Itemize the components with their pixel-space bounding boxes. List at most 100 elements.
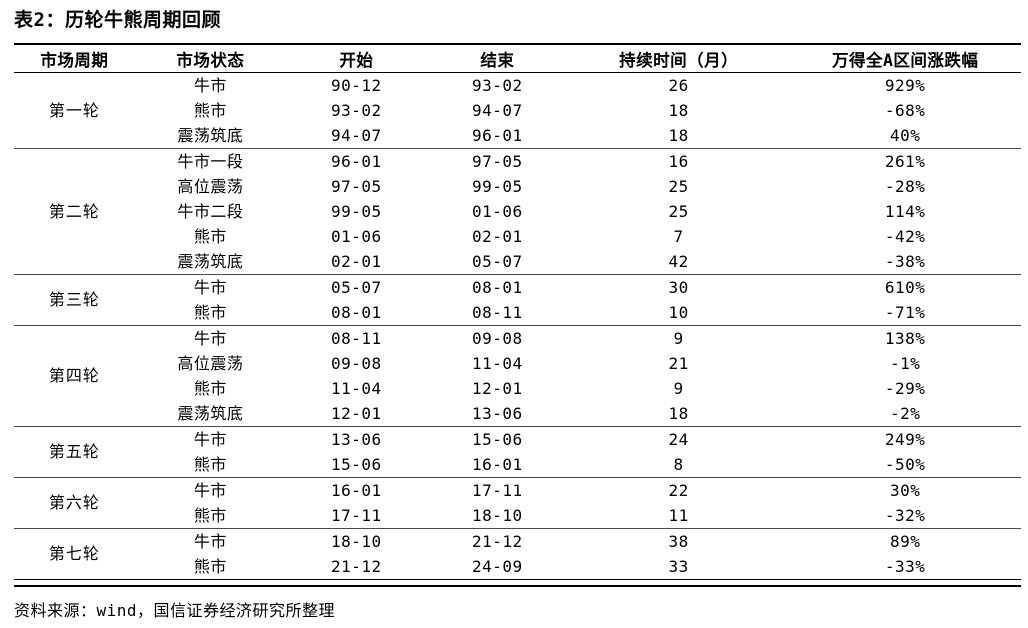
- end-cell: 02-01: [471, 226, 523, 246]
- end-cell: 99-05: [471, 176, 523, 196]
- state-cell: 熊市: [193, 226, 227, 246]
- duration-cell: 9: [673, 378, 684, 398]
- end-cell: 93-02: [471, 75, 523, 95]
- state-cell: 牛市: [193, 429, 227, 449]
- state-cell: 熊市: [193, 100, 227, 120]
- duration-cell: 11: [668, 505, 689, 525]
- cycle-table-wrap: 市场周期 市场状态 开始 结束 持续时间（月） 万得全A区间涨跌幅 第一轮 牛市 9…: [14, 43, 1021, 587]
- duration-cell: 33: [668, 556, 689, 576]
- end-cell: 21-12: [471, 531, 523, 551]
- start-cell: 21-12: [331, 556, 382, 576]
- table-row: 熊市 93-02 94-07 18 -68%: [14, 98, 1021, 123]
- start-cell: 17-11: [331, 505, 382, 525]
- change-cell: -50%: [884, 454, 926, 474]
- end-cell: 18-10: [471, 505, 523, 525]
- duration-cell: 24: [668, 429, 689, 449]
- state-cell: 牛市: [193, 531, 227, 551]
- end-cell: 97-05: [471, 151, 523, 171]
- state-cell: 熊市: [193, 454, 227, 474]
- end-cell: 24-09: [471, 556, 523, 576]
- cycle-group: 第四轮 牛市 08-11 09-08 9 138% 高位震荡 09-08 11-04 21 -1% 熊…: [14, 325, 1021, 427]
- change-cell: 30%: [889, 480, 921, 500]
- state-cell: 牛市: [193, 328, 227, 348]
- cycle-group: 第二轮 牛市一段 96-01 97-05 16 261% 高位震荡 97-05 99-05 25 -…: [14, 148, 1021, 275]
- start-cell: 93-02: [331, 100, 382, 120]
- start-cell: 12-01: [331, 403, 382, 423]
- duration-cell: 25: [668, 176, 689, 196]
- duration-cell: 21: [668, 353, 689, 373]
- state-cell: 牛市: [193, 75, 227, 95]
- cycle-label: 第七轮: [48, 544, 100, 564]
- duration-cell: 18: [668, 403, 689, 423]
- start-cell: 11-04: [331, 378, 382, 398]
- change-cell: -33%: [884, 556, 926, 576]
- table-row: 第四轮 牛市 08-11 09-08 9 138%: [14, 326, 1021, 385]
- change-cell: -71%: [884, 302, 926, 322]
- cycle-label: 第五轮: [48, 442, 100, 462]
- end-cell: 05-07: [471, 251, 523, 271]
- change-cell: 40%: [889, 125, 921, 145]
- start-cell: 08-11: [331, 328, 382, 348]
- cycle-group: 第三轮 牛市 05-07 08-01 30 610% 熊市 08-01 08-11 10 -71%: [14, 274, 1021, 326]
- cycle-group: 第七轮 牛市 18-10 21-12 38 89% 熊市 21-12 24-09 33 -33%: [14, 528, 1021, 580]
- state-cell: 熊市: [193, 378, 227, 398]
- cycle-label: 第三轮: [48, 290, 100, 310]
- header-end: 结束: [426, 44, 568, 73]
- table-row: 第一轮 牛市 90-12 93-02 26 929%: [14, 73, 1021, 119]
- cycle-group: 第五轮 牛市 13-06 15-06 24 249% 熊市 15-06 16-01 8 -50%: [14, 426, 1021, 478]
- start-cell: 15-06: [331, 454, 382, 474]
- table-row: 震荡筑底 12-01 13-06 18 -2%: [14, 401, 1021, 427]
- table-row: 熊市 15-06 16-01 8 -50%: [14, 452, 1021, 478]
- start-cell: 90-12: [331, 75, 382, 95]
- end-cell: 13-06: [471, 403, 523, 423]
- header-row: 市场周期 市场状态 开始 结束 持续时间（月） 万得全A区间涨跌幅: [14, 44, 1021, 73]
- end-cell: 94-07: [471, 100, 523, 120]
- duration-cell: 8: [673, 454, 684, 474]
- change-cell: -2%: [889, 403, 921, 423]
- start-cell: 09-08: [331, 353, 382, 373]
- state-cell: 震荡筑底: [177, 403, 244, 423]
- change-cell: -32%: [884, 505, 926, 525]
- cycle-label: 第一轮: [48, 100, 100, 120]
- duration-cell: 18: [668, 100, 689, 120]
- duration-cell: 30: [668, 277, 689, 297]
- duration-cell: 10: [668, 302, 689, 322]
- end-cell: 17-11: [471, 480, 523, 500]
- start-cell: 16-01: [331, 480, 382, 500]
- start-cell: 94-07: [331, 125, 382, 145]
- table-row: 熊市 11-04 12-01 9 -29%: [14, 376, 1021, 401]
- start-cell: 02-01: [331, 251, 382, 271]
- table-row: 熊市 08-01 08-11 10 -71%: [14, 300, 1021, 326]
- duration-cell: 26: [668, 75, 689, 95]
- state-cell: 熊市: [193, 556, 227, 576]
- end-cell: 12-01: [471, 378, 523, 398]
- cycle-group: 第一轮 牛市 90-12 93-02 26 929% 熊市 93-02 94-07 18 -68% 震…: [14, 72, 1021, 149]
- start-cell: 08-01: [331, 302, 382, 322]
- change-cell: 261%: [884, 151, 926, 171]
- change-cell: 249%: [884, 429, 926, 449]
- state-cell: 高位震荡: [177, 176, 244, 196]
- state-cell: 牛市: [193, 277, 227, 297]
- table-row: 第三轮 牛市 05-07 08-01 30 610%: [14, 275, 1021, 309]
- table-title: 表2：历轮牛熊周期回顾: [14, 9, 221, 31]
- end-cell: 01-06: [471, 201, 523, 221]
- change-cell: 929%: [884, 75, 926, 95]
- change-cell: -68%: [884, 100, 926, 120]
- cycle-label: 第四轮: [48, 366, 100, 386]
- duration-cell: 16: [668, 151, 689, 171]
- start-cell: 18-10: [331, 531, 382, 551]
- end-cell: 16-01: [471, 454, 523, 474]
- state-cell: 牛市一段: [177, 151, 244, 171]
- end-cell: 09-08: [471, 328, 523, 348]
- state-cell: 高位震荡: [177, 353, 244, 373]
- duration-cell: 9: [673, 328, 684, 348]
- cycle-table: 市场周期 市场状态 开始 结束 持续时间（月） 万得全A区间涨跌幅 第一轮 牛市 9…: [14, 43, 1021, 580]
- table-row: 熊市 01-06 02-01 7 -42%: [14, 224, 1021, 249]
- duration-cell: 42: [668, 251, 689, 271]
- state-cell: 牛市二段: [177, 201, 244, 221]
- change-cell: -1%: [889, 353, 921, 373]
- start-cell: 05-07: [331, 277, 382, 297]
- cycle-label: 第六轮: [48, 493, 100, 513]
- header-start: 开始: [285, 44, 427, 73]
- header-state: 市场状态: [134, 44, 286, 73]
